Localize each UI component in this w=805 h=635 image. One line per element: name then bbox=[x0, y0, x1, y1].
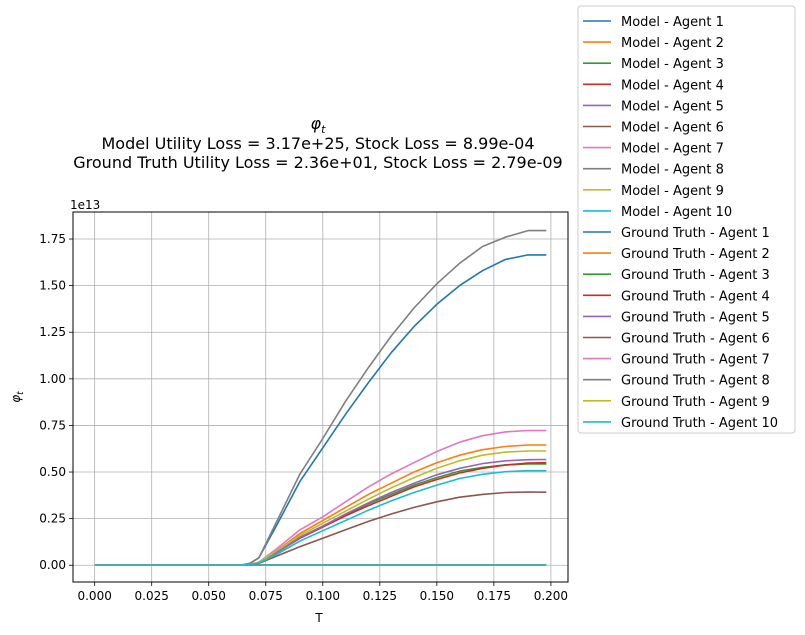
series-lines bbox=[94, 229, 547, 567]
y-tick-label: 0.25 bbox=[39, 512, 66, 526]
y-tick-label: 0.75 bbox=[39, 418, 66, 432]
legend-label-18: Ground Truth - Agent 8 bbox=[621, 374, 770, 389]
legend-label-17: Ground Truth - Agent 7 bbox=[621, 353, 770, 368]
legend: Model - Agent 1 Model - Agent 2 Model - Ag… bbox=[577, 5, 796, 434]
legend-label-12: Ground Truth - Agent 2 bbox=[621, 247, 770, 262]
y-axis-label: φt bbox=[9, 391, 26, 403]
legend-label-2: Model - Agent 2 bbox=[621, 36, 724, 51]
x-tick-label: 0.075 bbox=[249, 589, 283, 603]
legend-box bbox=[577, 5, 796, 434]
series-line-18 bbox=[94, 229, 547, 567]
x-axis-label: T bbox=[314, 611, 323, 625]
x-tick-label: 0.050 bbox=[192, 589, 226, 603]
legend-label-8: Model - Agent 8 bbox=[621, 163, 724, 178]
legend-label-3: Model - Agent 3 bbox=[621, 57, 724, 72]
x-axis-ticks: 0.000 0.025 0.050 0.075 0.100 0.125 0.150 0.175… bbox=[77, 582, 568, 603]
y-tick-label: 1.50 bbox=[39, 279, 66, 293]
legend-label-20: Ground Truth - Agent 10 bbox=[621, 416, 778, 431]
plot-area-frame bbox=[72, 211, 569, 583]
y-tick-label: 1.25 bbox=[39, 325, 66, 339]
y-axis-offset-label: 1e13 bbox=[70, 198, 100, 212]
series-line-12 bbox=[94, 444, 547, 567]
legend-label-1: Model - Agent 1 bbox=[621, 15, 724, 30]
grid bbox=[73, 212, 568, 582]
legend-label-5: Model - Agent 5 bbox=[621, 99, 724, 114]
x-tick-label: 0.125 bbox=[363, 589, 397, 603]
y-axis-ticks: 0.00 0.25 0.50 0.75 1.00 1.25 1.50 1.75 bbox=[39, 232, 73, 572]
chart-title-symbol: φt bbox=[311, 114, 327, 136]
legend-label-16: Ground Truth - Agent 6 bbox=[621, 332, 770, 347]
legend-label-7: Model - Agent 7 bbox=[621, 142, 724, 157]
y-tick-label: 0.50 bbox=[39, 465, 66, 479]
y-tick-label: 1.00 bbox=[39, 372, 66, 386]
y-tick-label: 1.75 bbox=[39, 232, 66, 246]
chart-title-line-1: Model Utility Loss = 3.17e+25, Stock Los… bbox=[102, 134, 535, 153]
legend-label-6: Model - Agent 6 bbox=[621, 121, 724, 136]
x-tick-label: 0.175 bbox=[477, 589, 511, 603]
legend-label-19: Ground Truth - Agent 9 bbox=[621, 395, 770, 410]
series-line-20 bbox=[94, 469, 547, 567]
legend-label-11: Ground Truth - Agent 1 bbox=[621, 226, 770, 241]
chart-title-line-2: Ground Truth Utility Loss = 2.36e+01, St… bbox=[73, 153, 562, 172]
legend-label-13: Ground Truth - Agent 3 bbox=[621, 268, 770, 283]
x-tick-label: 0.025 bbox=[135, 589, 169, 603]
legend-label-14: Ground Truth - Agent 4 bbox=[621, 289, 770, 304]
x-tick-label: 0.100 bbox=[306, 589, 340, 603]
series-line-13 bbox=[94, 463, 547, 567]
x-tick-label: 0.200 bbox=[534, 589, 568, 603]
x-tick-label: 0.150 bbox=[420, 589, 454, 603]
legend-label-15: Ground Truth - Agent 5 bbox=[621, 310, 770, 325]
series-line-14 bbox=[94, 461, 547, 567]
chart-title: φt Model Utility Loss = 3.17e+25, Stock … bbox=[73, 114, 562, 172]
legend-label-4: Model - Agent 4 bbox=[621, 78, 724, 93]
legend-label-10: Model - Agent 10 bbox=[621, 205, 732, 220]
legend-label-9: Model - Agent 9 bbox=[621, 184, 724, 199]
y-tick-label: 0.00 bbox=[39, 558, 66, 572]
x-tick-label: 0.000 bbox=[77, 589, 111, 603]
